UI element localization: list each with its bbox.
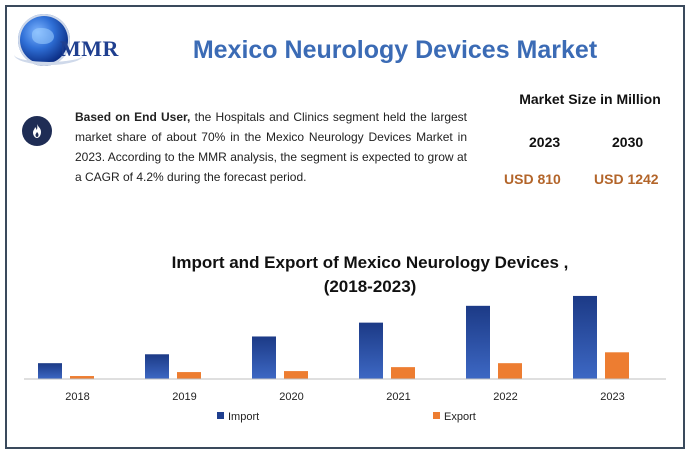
legend-label-export: Export [444, 411, 476, 423]
export-bar-2022 [498, 363, 522, 379]
logo-swoosh [14, 44, 84, 65]
legend-swatch-import [217, 412, 224, 419]
page-title: Mexico Neurology Devices Market [192, 36, 598, 64]
import-bar-2018 [38, 363, 62, 379]
x-tick-label: 2020 [279, 391, 303, 403]
market-description: Based on End User, the Hospitals and Cli… [75, 107, 467, 187]
market-value-2023: USD 810 [504, 171, 561, 187]
chart-title: Import and Export of Mexico Neurology De… [130, 251, 610, 299]
export-bar-2021 [391, 367, 415, 379]
import-bar-2019 [145, 354, 169, 379]
export-bar-2020 [284, 371, 308, 379]
import-bar-2020 [252, 336, 276, 379]
x-tick-label: 2019 [172, 391, 196, 403]
market-year-2023: 2023 [529, 134, 561, 150]
export-bar-2019 [177, 372, 201, 379]
export-bar-2018 [70, 376, 94, 379]
x-tick-label: 2021 [386, 391, 410, 403]
chart-title-line2: (2018-2023) [323, 277, 417, 296]
description-body: the Hospitals and Clinics segment held t… [75, 110, 468, 184]
market-year-2030: 2030 [612, 134, 644, 150]
legend-swatch-export [433, 412, 440, 419]
legend-label-import: Import [228, 411, 259, 423]
flame-icon [22, 116, 52, 146]
export-bar-2023 [605, 352, 629, 379]
description-lead: Based on End User, [75, 110, 191, 124]
import-bar-2023 [573, 295, 597, 379]
x-tick-label: 2022 [493, 391, 517, 403]
infographic-frame [5, 5, 685, 449]
chart-title-line1: Import and Export of Mexico Neurology De… [171, 253, 569, 272]
mmr-logo: MMR [14, 14, 134, 70]
logo-text: MMR [60, 36, 119, 61]
market-size-heading: Market Size in Million [519, 91, 661, 107]
import-bar-2022 [466, 305, 490, 379]
x-tick-label: 2023 [600, 391, 624, 403]
import-bar-2021 [359, 322, 383, 379]
market-value-2030: USD 1242 [594, 171, 659, 187]
x-tick-label: 2018 [65, 391, 89, 403]
